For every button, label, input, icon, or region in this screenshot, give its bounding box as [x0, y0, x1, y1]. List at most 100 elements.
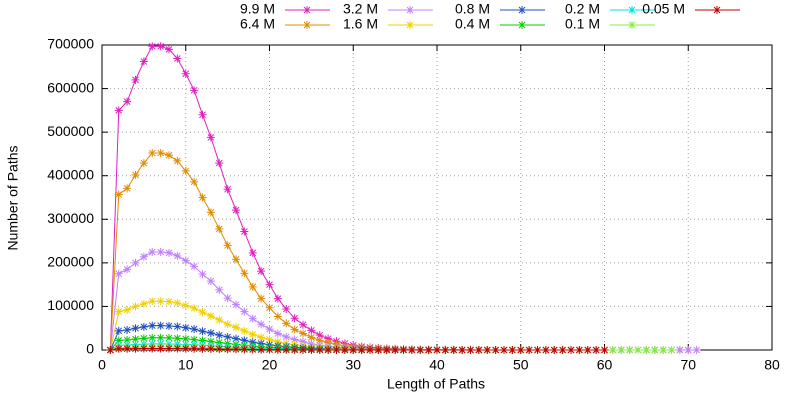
point [491, 346, 500, 354]
point [114, 106, 123, 115]
x-tick-label: 50 [513, 357, 529, 373]
point [240, 336, 249, 345]
point [324, 345, 333, 354]
point [340, 345, 349, 354]
y-tick-label: 0 [86, 341, 94, 357]
legend-marker [628, 6, 636, 14]
point [206, 344, 215, 353]
point [198, 344, 207, 353]
point [650, 346, 659, 354]
point [541, 346, 550, 354]
point [366, 345, 374, 354]
point [198, 336, 207, 345]
point [617, 346, 626, 354]
legend-label: 0.4 M [455, 16, 490, 32]
x-tick-label: 60 [597, 357, 613, 373]
point [273, 329, 282, 338]
point [483, 346, 492, 354]
point [106, 346, 115, 354]
point [165, 248, 173, 257]
point [156, 321, 165, 330]
point [282, 332, 291, 341]
point [257, 345, 266, 354]
point [131, 344, 140, 353]
legend-label: 3.2 M [343, 1, 378, 17]
point [123, 97, 132, 106]
point [114, 344, 123, 353]
point [114, 190, 123, 199]
point [307, 333, 316, 342]
point [508, 346, 517, 354]
point [156, 149, 165, 158]
point [692, 346, 701, 354]
point [190, 304, 199, 313]
point [223, 345, 232, 354]
point [156, 42, 165, 51]
point [206, 133, 215, 142]
point [299, 337, 307, 346]
point [575, 346, 584, 354]
point [240, 227, 249, 236]
point [257, 320, 266, 329]
point [449, 346, 458, 354]
point [232, 206, 240, 215]
legend-marker [406, 6, 414, 14]
point [131, 302, 140, 311]
point [282, 305, 291, 314]
point [181, 166, 190, 175]
point [525, 346, 534, 354]
point [550, 346, 559, 354]
point [299, 320, 307, 329]
point [131, 258, 140, 267]
point [592, 346, 601, 354]
point [500, 346, 508, 354]
point [307, 326, 316, 335]
point [173, 334, 182, 343]
legend-label: 9.9 M [240, 1, 275, 17]
point [248, 282, 257, 291]
point [433, 345, 441, 354]
point [165, 297, 173, 306]
point [215, 285, 224, 294]
point [156, 297, 165, 306]
point [223, 241, 232, 250]
point [173, 344, 182, 353]
point [232, 255, 240, 264]
point [315, 345, 324, 354]
point [123, 344, 132, 353]
point [131, 170, 140, 179]
point [223, 185, 232, 194]
point [248, 330, 257, 339]
point [248, 345, 257, 354]
point [265, 345, 274, 354]
point [123, 184, 132, 193]
point [114, 269, 123, 278]
point [206, 277, 215, 286]
point [173, 54, 182, 63]
point [165, 45, 173, 54]
point [206, 329, 215, 338]
legend-label: 0.1 M [565, 16, 600, 32]
point [290, 314, 299, 323]
point [181, 301, 190, 310]
point [215, 224, 224, 233]
point [215, 331, 224, 340]
point [600, 346, 609, 354]
point [173, 156, 182, 165]
point [634, 346, 642, 354]
point [399, 345, 408, 354]
point [583, 346, 592, 354]
point [299, 345, 307, 354]
point [232, 334, 240, 343]
point [315, 331, 324, 340]
point [290, 325, 299, 334]
point [223, 294, 232, 303]
point [206, 312, 215, 321]
point [232, 323, 240, 332]
point [190, 177, 199, 186]
point [240, 345, 249, 354]
point [265, 325, 274, 334]
point [206, 208, 215, 217]
